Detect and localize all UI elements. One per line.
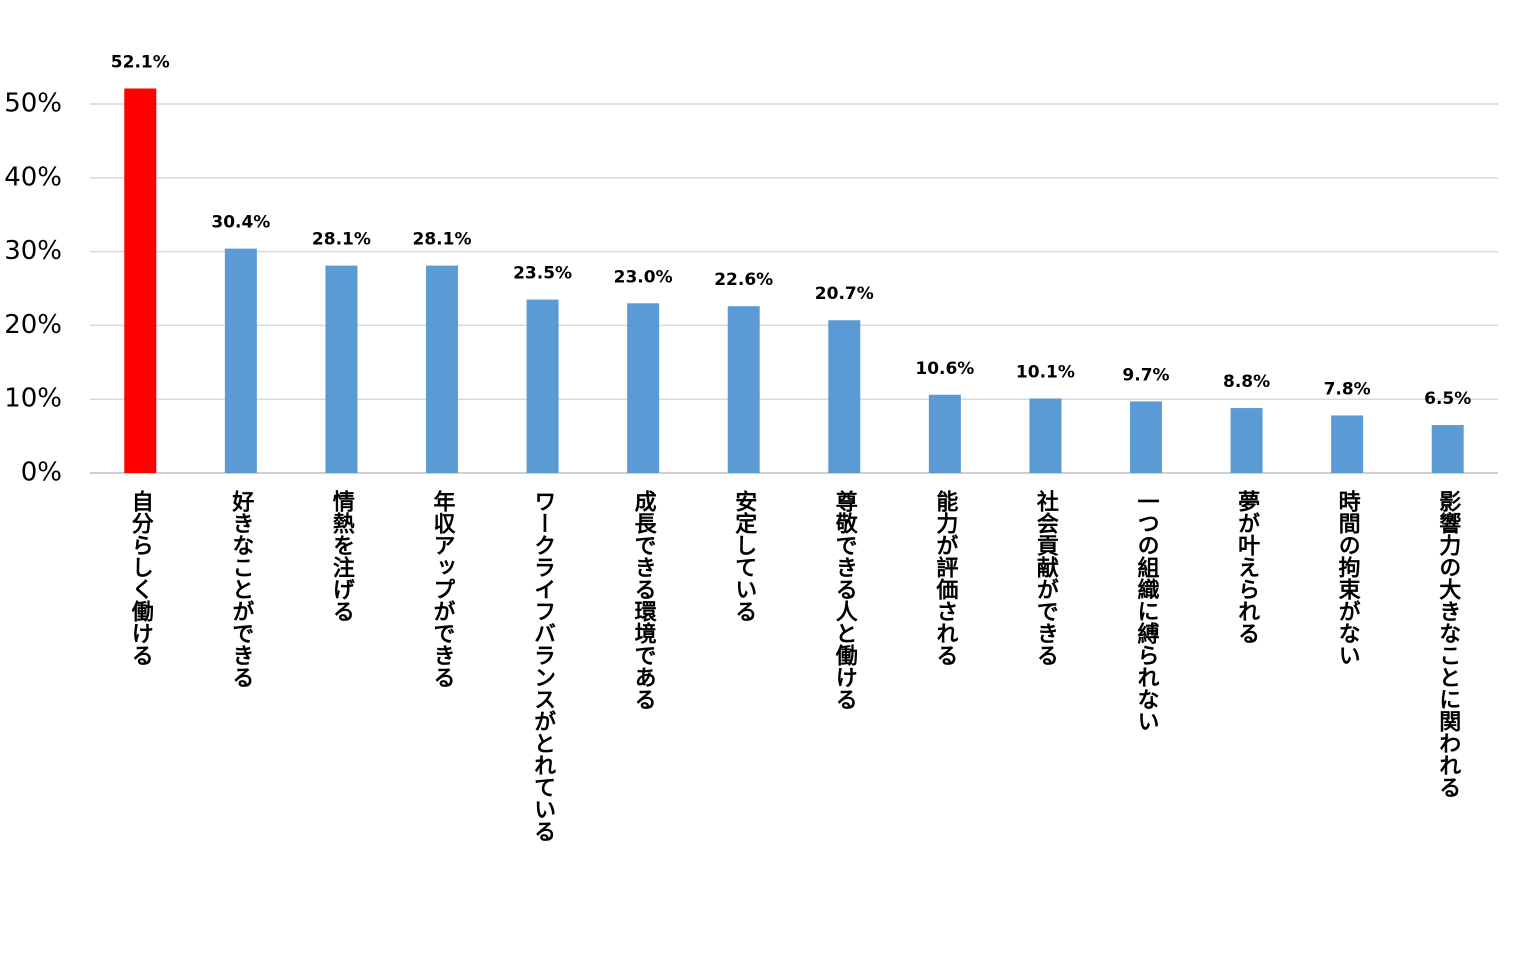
value-label: 28.1% — [413, 230, 472, 250]
bar — [325, 265, 358, 473]
value-label: 7.8% — [1324, 379, 1371, 399]
value-label: 22.6% — [714, 270, 773, 290]
x-tick-label: 尊敬できる人と働ける — [832, 489, 859, 710]
x-tick-label: 一つの組織に縛られない — [1134, 490, 1160, 732]
y-tick-label: 50% — [4, 89, 62, 119]
bar — [224, 248, 257, 473]
value-label: 8.8% — [1223, 372, 1270, 392]
y-tick-label: 30% — [4, 236, 62, 266]
x-tick-label: 夢が叶えられる — [1234, 490, 1260, 644]
bar — [526, 299, 559, 473]
value-label: 52.1% — [111, 53, 170, 73]
bar — [426, 265, 458, 473]
x-tick-label: 成長できる環境である — [631, 490, 657, 710]
value-label: 10.6% — [915, 359, 974, 379]
y-tick-label: 20% — [4, 310, 62, 340]
bar — [828, 320, 861, 473]
value-label: 30.4% — [211, 213, 270, 233]
y-tick-label: 10% — [4, 384, 62, 414]
x-tick-label: 能力が評価される — [932, 489, 959, 666]
value-label: 20.7% — [815, 284, 874, 304]
bar — [928, 394, 961, 473]
value-label: 23.5% — [513, 264, 572, 284]
bar — [627, 303, 660, 473]
bar — [1029, 398, 1062, 473]
x-tick-label: 影響力の大きなことに関われる — [1435, 490, 1461, 798]
x-tick-label: 好きなことができる — [228, 489, 255, 688]
value-label: 9.7% — [1122, 365, 1169, 385]
bar — [1431, 425, 1464, 473]
bar — [1130, 401, 1162, 473]
value-label: 23.0% — [614, 267, 673, 287]
bar — [124, 88, 157, 473]
y-tick-label: 40% — [4, 162, 62, 192]
x-tick-label: 自分らしく働ける — [128, 489, 155, 666]
bar — [1230, 408, 1263, 473]
value-label: 10.1% — [1016, 362, 1075, 382]
bar — [727, 306, 760, 473]
x-tick-label: 社会貢献ができる — [1033, 489, 1059, 666]
x-tick-label: 安定している — [731, 489, 757, 622]
value-label: 6.5% — [1424, 389, 1471, 409]
y-tick-label: 0% — [21, 458, 62, 488]
x-tick-label: 年収アップができる — [430, 489, 456, 688]
x-tick-label: ワークライフバランスがとれている — [530, 490, 556, 842]
x-tick-label: 時間の拘束がない — [1335, 490, 1361, 666]
value-label: 28.1% — [312, 230, 371, 250]
x-tick-label: 情熱を注げる — [329, 489, 355, 622]
bar — [1331, 415, 1364, 473]
